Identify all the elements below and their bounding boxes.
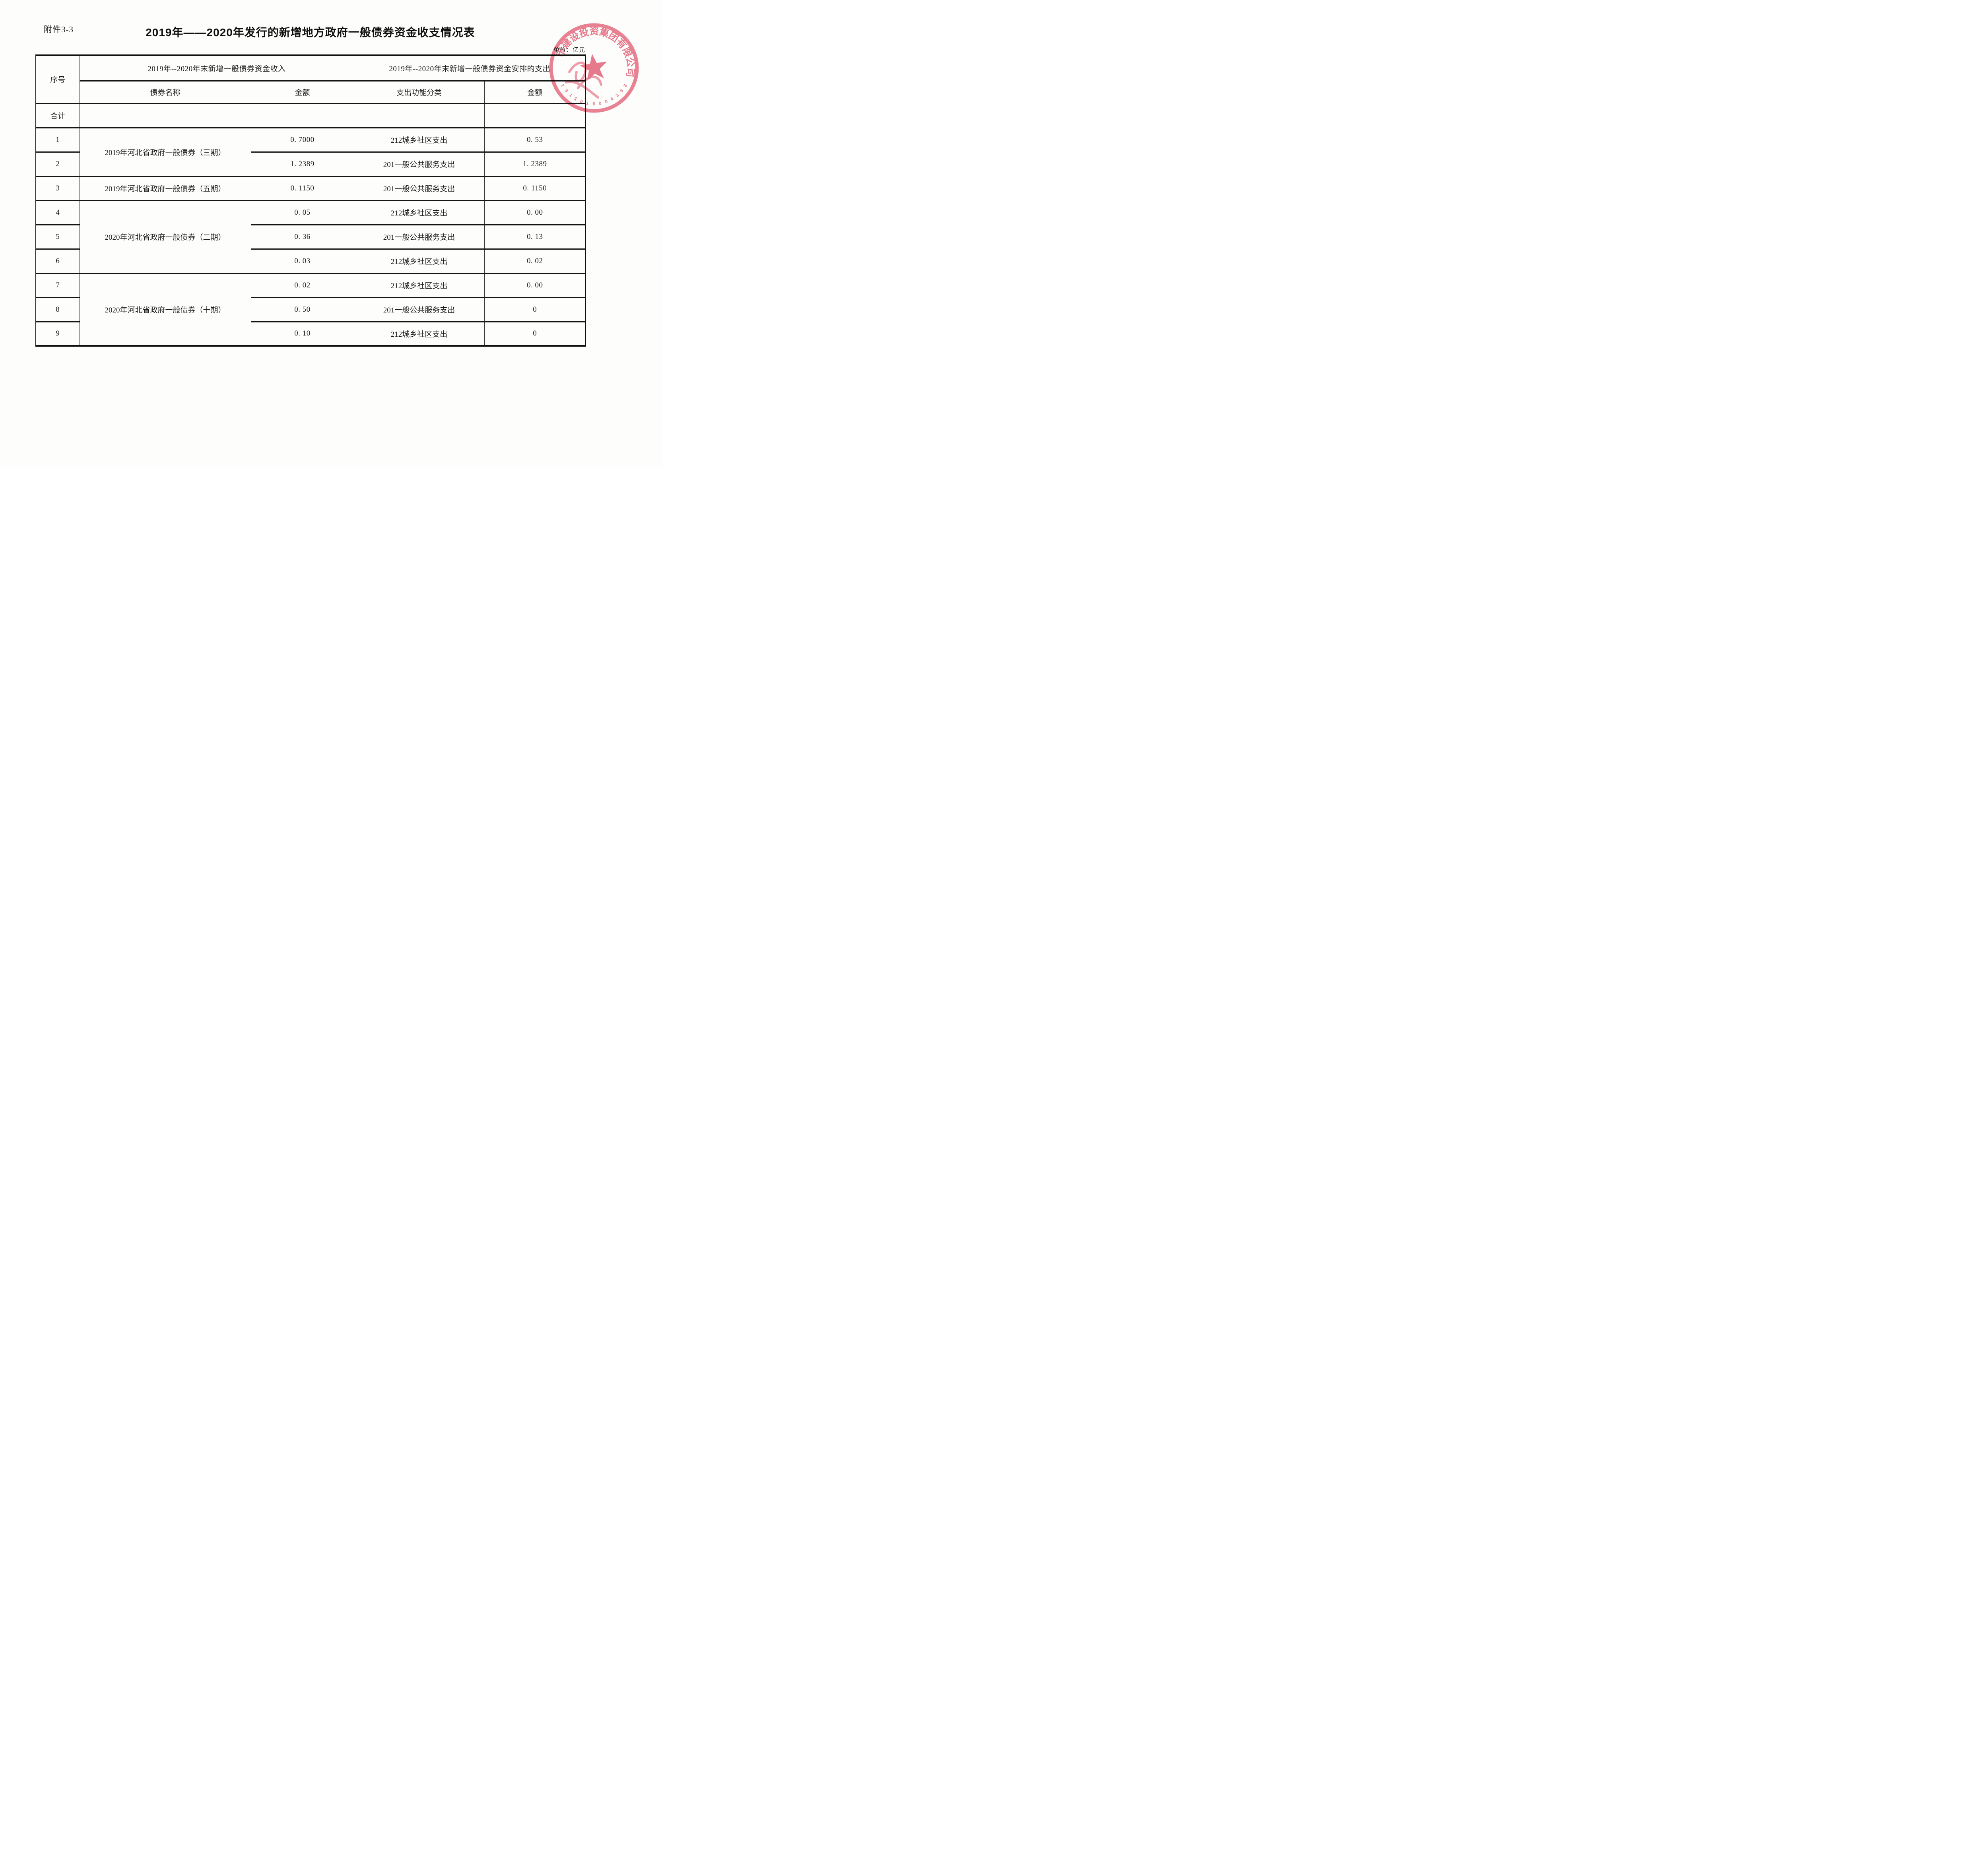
- table-row: 4 2020年河北省政府一般债券（二期） 0. 05 212城乡社区支出 0. …: [35, 200, 586, 274]
- seq-cell: 3: [35, 175, 80, 201]
- table-row: 9 0. 10 212城乡社区支出 0: [35, 321, 586, 347]
- seq-cell: 2: [35, 151, 80, 177]
- expense-amount-cell: 0. 13: [484, 224, 586, 250]
- expense-category-cell: 201一般公共服务支出: [353, 175, 485, 201]
- header-expense-group: 2019年--2020年末新增一般债券资金安排的支出: [353, 54, 586, 81]
- total-expense-category-cell: [353, 103, 485, 128]
- bond-name-cell: 2020年河北省政府一般债券（十期）: [79, 272, 251, 347]
- bond-funds-table: 序号 2019年--2020年末新增一般债券资金收入 2019年--2020年末…: [35, 54, 586, 347]
- income-amount-cell: 0. 50: [250, 297, 354, 322]
- total-row: 合计: [35, 103, 586, 128]
- scanned-document-page: 附件3-3 2019年——2020年发行的新增地方政府一般债券资金收支情况表 单…: [0, 0, 662, 468]
- table-row: 1 2019年河北省政府一般债券（三期） 0. 7000 212城乡社区支出 0…: [35, 127, 586, 177]
- income-amount-cell: 0. 05: [250, 200, 354, 225]
- header-expense-amount: 金额: [484, 80, 586, 104]
- page-title: 2019年——2020年发行的新增地方政府一般债券资金收支情况表: [146, 26, 475, 39]
- expense-category-cell: 212城乡社区支出: [353, 200, 485, 225]
- income-amount-cell: 0. 10: [250, 321, 354, 347]
- expense-amount-cell: 0. 00: [484, 200, 586, 225]
- expense-category-cell: 212城乡社区支出: [353, 321, 485, 347]
- expense-amount-cell: 0: [484, 297, 586, 322]
- seq-cell: 7: [35, 272, 80, 298]
- table-row: 7 2020年河北省政府一般债券（十期） 0. 02 212城乡社区支出 0. …: [35, 272, 586, 347]
- expense-amount-cell: 0. 00: [484, 272, 586, 298]
- unit-note: 单位：亿元: [553, 47, 585, 53]
- bond-table-container: 序号 2019年--2020年末新增一般债券资金收入 2019年--2020年末…: [35, 54, 586, 347]
- seq-cell: 9: [35, 321, 80, 347]
- total-income-amount-cell: [250, 103, 354, 128]
- table-row: 2 1. 2389 201一般公共服务支出 1. 2389: [35, 151, 586, 177]
- income-amount-cell: 0. 1150: [250, 175, 354, 201]
- table-row: 3 2019年河北省政府一般债券（五期） 0. 1150 201一般公共服务支出…: [35, 175, 586, 201]
- bond-name-cell: 2020年河北省政府一般债券（二期）: [79, 200, 251, 274]
- expense-amount-cell: 0: [484, 321, 586, 347]
- expense-amount-cell: 0. 53: [484, 127, 586, 153]
- header-expense-category: 支出功能分类: [353, 80, 485, 104]
- expense-category-cell: 212城乡社区支出: [353, 127, 485, 153]
- header-bond-name: 债券名称: [79, 80, 251, 104]
- expense-category-cell: 201一般公共服务支出: [353, 224, 485, 250]
- expense-category-cell: 212城乡社区支出: [353, 248, 485, 274]
- expense-amount-cell: 0. 02: [484, 248, 586, 274]
- header-seq: 序号: [35, 54, 80, 104]
- seq-cell: 4: [35, 200, 80, 225]
- income-amount-cell: 0. 7000: [250, 127, 354, 153]
- expense-amount-cell: 1. 2389: [484, 151, 586, 177]
- total-label-cell: 合计: [35, 103, 80, 128]
- bond-name-cell: 2019年河北省政府一般债券（三期）: [79, 127, 251, 177]
- table-row: 5 0. 36 201一般公共服务支出 0. 13: [35, 224, 586, 250]
- total-expense-amount-cell: [484, 103, 586, 128]
- expense-category-cell: 212城乡社区支出: [353, 272, 485, 298]
- total-bond-name-cell: [79, 103, 251, 128]
- income-amount-cell: 1. 2389: [250, 151, 354, 177]
- income-amount-cell: 0. 02: [250, 272, 354, 298]
- seq-cell: 5: [35, 224, 80, 250]
- seq-cell: 1: [35, 127, 80, 153]
- income-amount-cell: 0. 03: [250, 248, 354, 274]
- seq-cell: 6: [35, 248, 80, 274]
- expense-category-cell: 201一般公共服务支出: [353, 151, 485, 177]
- header-income-group: 2019年--2020年末新增一般债券资金收入: [79, 54, 354, 81]
- header-income-amount: 金额: [250, 80, 354, 104]
- income-amount-cell: 0. 36: [250, 224, 354, 250]
- attachment-label: 附件3-3: [44, 25, 74, 34]
- header-row-groups: 序号 2019年--2020年末新增一般债券资金收入 2019年--2020年末…: [35, 54, 586, 104]
- expense-amount-cell: 0. 1150: [484, 175, 586, 201]
- expense-category-cell: 201一般公共服务支出: [353, 297, 485, 322]
- table-row: 8 0. 50 201一般公共服务支出 0: [35, 297, 586, 322]
- seq-cell: 8: [35, 297, 80, 322]
- table-row: 6 0. 03 212城乡社区支出 0. 02: [35, 248, 586, 274]
- bond-name-cell: 2019年河北省政府一般债券（五期）: [79, 175, 251, 201]
- header-row-columns: 债券名称 金额 支出功能分类 金额: [36, 80, 586, 104]
